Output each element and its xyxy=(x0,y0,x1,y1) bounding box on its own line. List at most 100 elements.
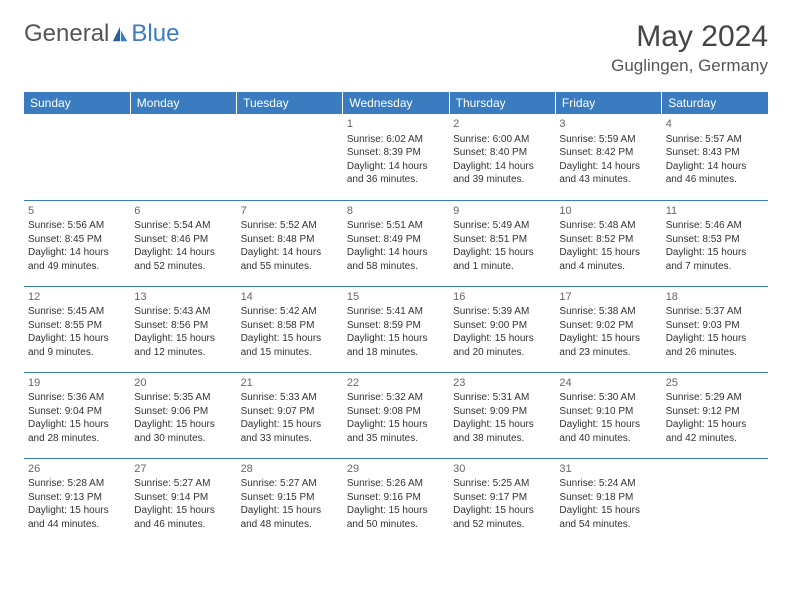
calendar-cell xyxy=(237,114,343,200)
day-info: Sunrise: 5:52 AMSunset: 8:48 PMDaylight:… xyxy=(241,219,339,273)
calendar-cell: 9Sunrise: 5:49 AMSunset: 8:51 PMDaylight… xyxy=(449,200,555,286)
sunset-text: Sunset: 9:15 PM xyxy=(241,491,339,505)
daylight-text: Daylight: 15 hours and 40 minutes. xyxy=(559,418,657,445)
daylight-text: Daylight: 15 hours and 12 minutes. xyxy=(134,332,232,359)
calendar-week: 26Sunrise: 5:28 AMSunset: 9:13 PMDayligh… xyxy=(24,458,768,544)
calendar-cell: 2Sunrise: 6:00 AMSunset: 8:40 PMDaylight… xyxy=(449,114,555,200)
day-info: Sunrise: 5:39 AMSunset: 9:00 PMDaylight:… xyxy=(453,305,551,359)
sunrise-text: Sunrise: 5:27 AM xyxy=(134,477,232,491)
sunrise-text: Sunrise: 5:37 AM xyxy=(666,305,764,319)
month-title: May 2024 xyxy=(611,20,768,54)
day-info: Sunrise: 5:36 AMSunset: 9:04 PMDaylight:… xyxy=(28,391,126,445)
day-header: Wednesday xyxy=(343,92,449,114)
day-number: 30 xyxy=(453,462,551,477)
sunrise-text: Sunrise: 5:30 AM xyxy=(559,391,657,405)
day-info: Sunrise: 5:31 AMSunset: 9:09 PMDaylight:… xyxy=(453,391,551,445)
daylight-text: Daylight: 15 hours and 30 minutes. xyxy=(134,418,232,445)
sunrise-text: Sunrise: 5:24 AM xyxy=(559,477,657,491)
calendar-cell: 11Sunrise: 5:46 AMSunset: 8:53 PMDayligh… xyxy=(662,200,768,286)
calendar-cell: 12Sunrise: 5:45 AMSunset: 8:55 PMDayligh… xyxy=(24,286,130,372)
sunset-text: Sunset: 8:55 PM xyxy=(28,319,126,333)
sunrise-text: Sunrise: 5:25 AM xyxy=(453,477,551,491)
day-number: 2 xyxy=(453,117,551,132)
sunset-text: Sunset: 8:52 PM xyxy=(559,233,657,247)
calendar-cell: 20Sunrise: 5:35 AMSunset: 9:06 PMDayligh… xyxy=(130,372,236,458)
daylight-text: Daylight: 15 hours and 52 minutes. xyxy=(453,504,551,531)
sunset-text: Sunset: 9:18 PM xyxy=(559,491,657,505)
page-header: GeneralBlue May 2024 Guglingen, Germany xyxy=(24,20,768,76)
sunset-text: Sunset: 9:12 PM xyxy=(666,405,764,419)
calendar-cell: 15Sunrise: 5:41 AMSunset: 8:59 PMDayligh… xyxy=(343,286,449,372)
daylight-text: Daylight: 15 hours and 1 minute. xyxy=(453,246,551,273)
calendar-cell: 28Sunrise: 5:27 AMSunset: 9:15 PMDayligh… xyxy=(237,458,343,544)
day-number: 19 xyxy=(28,376,126,391)
day-number: 25 xyxy=(666,376,764,391)
sunrise-text: Sunrise: 5:42 AM xyxy=(241,305,339,319)
sunrise-text: Sunrise: 6:00 AM xyxy=(453,133,551,147)
sunset-text: Sunset: 8:49 PM xyxy=(347,233,445,247)
sunset-text: Sunset: 8:51 PM xyxy=(453,233,551,247)
sunset-text: Sunset: 8:43 PM xyxy=(666,146,764,160)
day-number: 16 xyxy=(453,290,551,305)
sunset-text: Sunset: 8:45 PM xyxy=(28,233,126,247)
calendar-week: 19Sunrise: 5:36 AMSunset: 9:04 PMDayligh… xyxy=(24,372,768,458)
calendar-cell xyxy=(130,114,236,200)
day-number: 7 xyxy=(241,204,339,219)
day-number: 14 xyxy=(241,290,339,305)
day-number: 31 xyxy=(559,462,657,477)
calendar-week: 1Sunrise: 6:02 AMSunset: 8:39 PMDaylight… xyxy=(24,114,768,200)
sunrise-text: Sunrise: 5:28 AM xyxy=(28,477,126,491)
day-number: 3 xyxy=(559,117,657,132)
daylight-text: Daylight: 15 hours and 50 minutes. xyxy=(347,504,445,531)
daylight-text: Daylight: 15 hours and 38 minutes. xyxy=(453,418,551,445)
calendar-cell: 26Sunrise: 5:28 AMSunset: 9:13 PMDayligh… xyxy=(24,458,130,544)
sunset-text: Sunset: 9:13 PM xyxy=(28,491,126,505)
daylight-text: Daylight: 14 hours and 52 minutes. xyxy=(134,246,232,273)
day-info: Sunrise: 5:59 AMSunset: 8:42 PMDaylight:… xyxy=(559,133,657,187)
calendar-cell: 17Sunrise: 5:38 AMSunset: 9:02 PMDayligh… xyxy=(555,286,661,372)
sunrise-text: Sunrise: 5:33 AM xyxy=(241,391,339,405)
day-info: Sunrise: 5:45 AMSunset: 8:55 PMDaylight:… xyxy=(28,305,126,359)
day-info: Sunrise: 5:56 AMSunset: 8:45 PMDaylight:… xyxy=(28,219,126,273)
day-number: 23 xyxy=(453,376,551,391)
sunset-text: Sunset: 8:42 PM xyxy=(559,146,657,160)
day-number: 12 xyxy=(28,290,126,305)
day-number: 11 xyxy=(666,204,764,219)
calendar-cell: 6Sunrise: 5:54 AMSunset: 8:46 PMDaylight… xyxy=(130,200,236,286)
calendar-cell: 7Sunrise: 5:52 AMSunset: 8:48 PMDaylight… xyxy=(237,200,343,286)
sunrise-text: Sunrise: 5:54 AM xyxy=(134,219,232,233)
calendar-cell: 14Sunrise: 5:42 AMSunset: 8:58 PMDayligh… xyxy=(237,286,343,372)
daylight-text: Daylight: 15 hours and 15 minutes. xyxy=(241,332,339,359)
day-info: Sunrise: 5:27 AMSunset: 9:15 PMDaylight:… xyxy=(241,477,339,531)
day-number: 4 xyxy=(666,117,764,132)
calendar-table: Sunday Monday Tuesday Wednesday Thursday… xyxy=(24,92,768,544)
sunrise-text: Sunrise: 5:29 AM xyxy=(666,391,764,405)
day-info: Sunrise: 5:57 AMSunset: 8:43 PMDaylight:… xyxy=(666,133,764,187)
calendar-cell: 10Sunrise: 5:48 AMSunset: 8:52 PMDayligh… xyxy=(555,200,661,286)
calendar-cell: 23Sunrise: 5:31 AMSunset: 9:09 PMDayligh… xyxy=(449,372,555,458)
day-info: Sunrise: 5:24 AMSunset: 9:18 PMDaylight:… xyxy=(559,477,657,531)
sunrise-text: Sunrise: 5:43 AM xyxy=(134,305,232,319)
day-number: 20 xyxy=(134,376,232,391)
daylight-text: Daylight: 15 hours and 26 minutes. xyxy=(666,332,764,359)
calendar-cell: 27Sunrise: 5:27 AMSunset: 9:14 PMDayligh… xyxy=(130,458,236,544)
daylight-text: Daylight: 15 hours and 44 minutes. xyxy=(28,504,126,531)
day-header-row: Sunday Monday Tuesday Wednesday Thursday… xyxy=(24,92,768,114)
daylight-text: Daylight: 15 hours and 20 minutes. xyxy=(453,332,551,359)
daylight-text: Daylight: 14 hours and 49 minutes. xyxy=(28,246,126,273)
daylight-text: Daylight: 14 hours and 43 minutes. xyxy=(559,160,657,187)
day-info: Sunrise: 5:54 AMSunset: 8:46 PMDaylight:… xyxy=(134,219,232,273)
daylight-text: Daylight: 15 hours and 33 minutes. xyxy=(241,418,339,445)
daylight-text: Daylight: 15 hours and 35 minutes. xyxy=(347,418,445,445)
day-info: Sunrise: 5:48 AMSunset: 8:52 PMDaylight:… xyxy=(559,219,657,273)
day-number: 27 xyxy=(134,462,232,477)
calendar-cell: 25Sunrise: 5:29 AMSunset: 9:12 PMDayligh… xyxy=(662,372,768,458)
day-header: Sunday xyxy=(24,92,130,114)
sunrise-text: Sunrise: 5:39 AM xyxy=(453,305,551,319)
daylight-text: Daylight: 14 hours and 36 minutes. xyxy=(347,160,445,187)
calendar-cell: 18Sunrise: 5:37 AMSunset: 9:03 PMDayligh… xyxy=(662,286,768,372)
day-number: 29 xyxy=(347,462,445,477)
calendar-cell: 31Sunrise: 5:24 AMSunset: 9:18 PMDayligh… xyxy=(555,458,661,544)
sunrise-text: Sunrise: 5:46 AM xyxy=(666,219,764,233)
sunrise-text: Sunrise: 5:26 AM xyxy=(347,477,445,491)
